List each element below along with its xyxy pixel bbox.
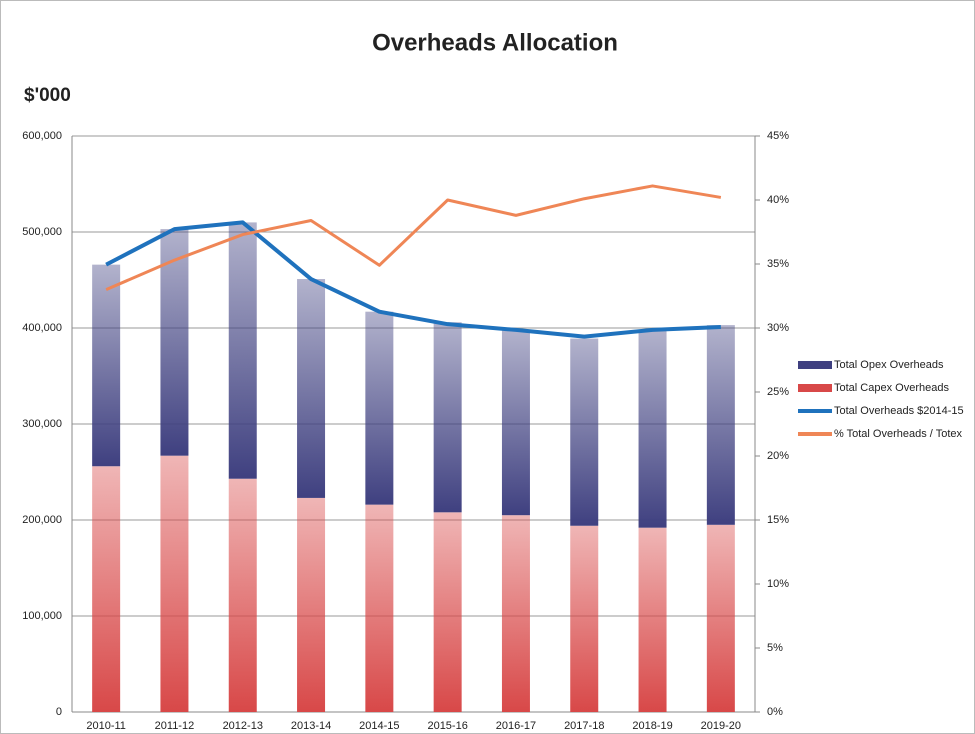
line: [105, 220, 721, 339]
chart-title: Overheads Allocation: [372, 29, 618, 56]
x-tick-label: 2017-18: [564, 720, 604, 732]
y-tick-label: 500,000: [22, 226, 62, 238]
bar: [501, 515, 530, 712]
legend-swatch: [798, 361, 832, 369]
bar: [638, 329, 667, 528]
y-tick-label: 300,000: [22, 418, 62, 430]
x-tick-label: 2016-17: [496, 720, 536, 732]
legend-swatch: [798, 384, 832, 392]
legend-label: Total Opex Overheads: [834, 359, 944, 371]
y2-tick-label: 20%: [767, 450, 789, 462]
x-tick-label: 2013-14: [291, 720, 331, 732]
y-tick-label: 0: [56, 706, 62, 718]
line: [105, 184, 722, 291]
bar: [228, 478, 257, 712]
bar: [433, 322, 462, 513]
bar: [638, 527, 667, 712]
y2-tick-label: 25%: [767, 386, 789, 398]
x-tick-label: 2015-16: [427, 720, 467, 732]
y2-tick-label: 45%: [767, 130, 789, 142]
x-tick-label: 2012-13: [223, 720, 263, 732]
bar: [433, 512, 462, 712]
x-tick-label: 2010-11: [86, 720, 126, 732]
x-tick-label: 2014-15: [359, 720, 399, 732]
bar: [297, 279, 326, 498]
bar: [706, 325, 735, 525]
x-tick-label: 2011-12: [155, 720, 195, 732]
y2-tick-label: 35%: [767, 258, 789, 270]
x-tick-label: 2019-20: [701, 720, 741, 732]
y2-tick-label: 0%: [767, 706, 783, 718]
y-tick-label: 600,000: [22, 130, 62, 142]
legend-label: Total Overheads $2014-15: [834, 405, 964, 417]
y-tick-label: 100,000: [22, 610, 62, 622]
legend-label: % Total Overheads / Totex: [834, 428, 962, 440]
bar: [570, 525, 599, 712]
x-tick-label: 2018-19: [632, 720, 672, 732]
bar: [92, 264, 121, 467]
y2-tick-label: 10%: [767, 578, 789, 590]
y2-tick-label: 30%: [767, 322, 789, 334]
bar: [570, 338, 599, 526]
bar: [706, 524, 735, 712]
y-unit-label: $'000: [24, 85, 71, 106]
y2-tick-label: 40%: [767, 194, 789, 206]
bar: [501, 329, 530, 516]
bar: [160, 229, 189, 456]
y2-tick-label: 5%: [767, 642, 783, 654]
bar: [365, 311, 394, 505]
y-tick-label: 400,000: [22, 322, 62, 334]
y-tick-label: 200,000: [22, 514, 62, 526]
bar: [92, 466, 121, 712]
bar: [228, 222, 257, 479]
bar: [160, 455, 189, 712]
bar: [297, 497, 326, 712]
bar: [365, 504, 394, 712]
legend-label: Total Capex Overheads: [834, 382, 949, 394]
y2-tick-label: 15%: [767, 514, 789, 526]
